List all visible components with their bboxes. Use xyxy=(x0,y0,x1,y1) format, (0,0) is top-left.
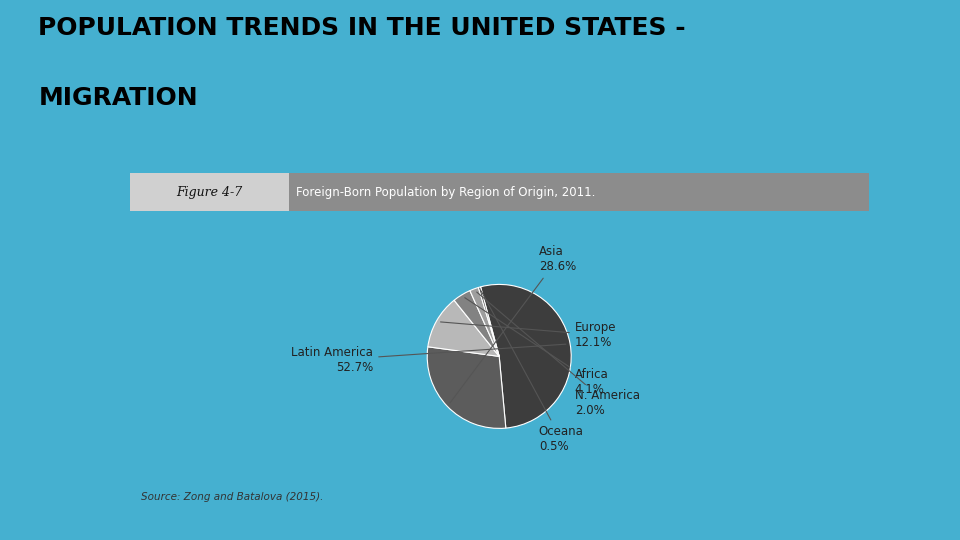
Text: Europe
12.1%: Europe 12.1% xyxy=(441,321,616,349)
Text: Source: Zong and Batalova (2015).: Source: Zong and Batalova (2015). xyxy=(141,491,324,502)
Wedge shape xyxy=(454,291,499,356)
Bar xyxy=(130,173,869,211)
Wedge shape xyxy=(481,285,571,428)
Text: Africa
4.1%: Africa 4.1% xyxy=(465,298,609,396)
Text: Oceana
0.5%: Oceana 0.5% xyxy=(481,291,584,453)
Text: POPULATION TRENDS IN THE UNITED STATES -: POPULATION TRENDS IN THE UNITED STATES - xyxy=(38,16,686,40)
Text: Latin America
52.7%: Latin America 52.7% xyxy=(291,344,565,374)
Text: Asia
28.6%: Asia 28.6% xyxy=(450,245,576,403)
Wedge shape xyxy=(478,287,499,356)
Text: N. America
2.0%: N. America 2.0% xyxy=(477,292,639,417)
Wedge shape xyxy=(427,347,506,428)
Wedge shape xyxy=(428,300,499,356)
Text: Foreign-Born Population by Region of Origin, 2011.: Foreign-Born Population by Region of Ori… xyxy=(296,186,595,199)
Text: MIGRATION: MIGRATION xyxy=(38,86,198,110)
Wedge shape xyxy=(469,287,499,356)
Bar xyxy=(130,173,289,211)
Text: Figure 4-7: Figure 4-7 xyxy=(177,186,243,199)
